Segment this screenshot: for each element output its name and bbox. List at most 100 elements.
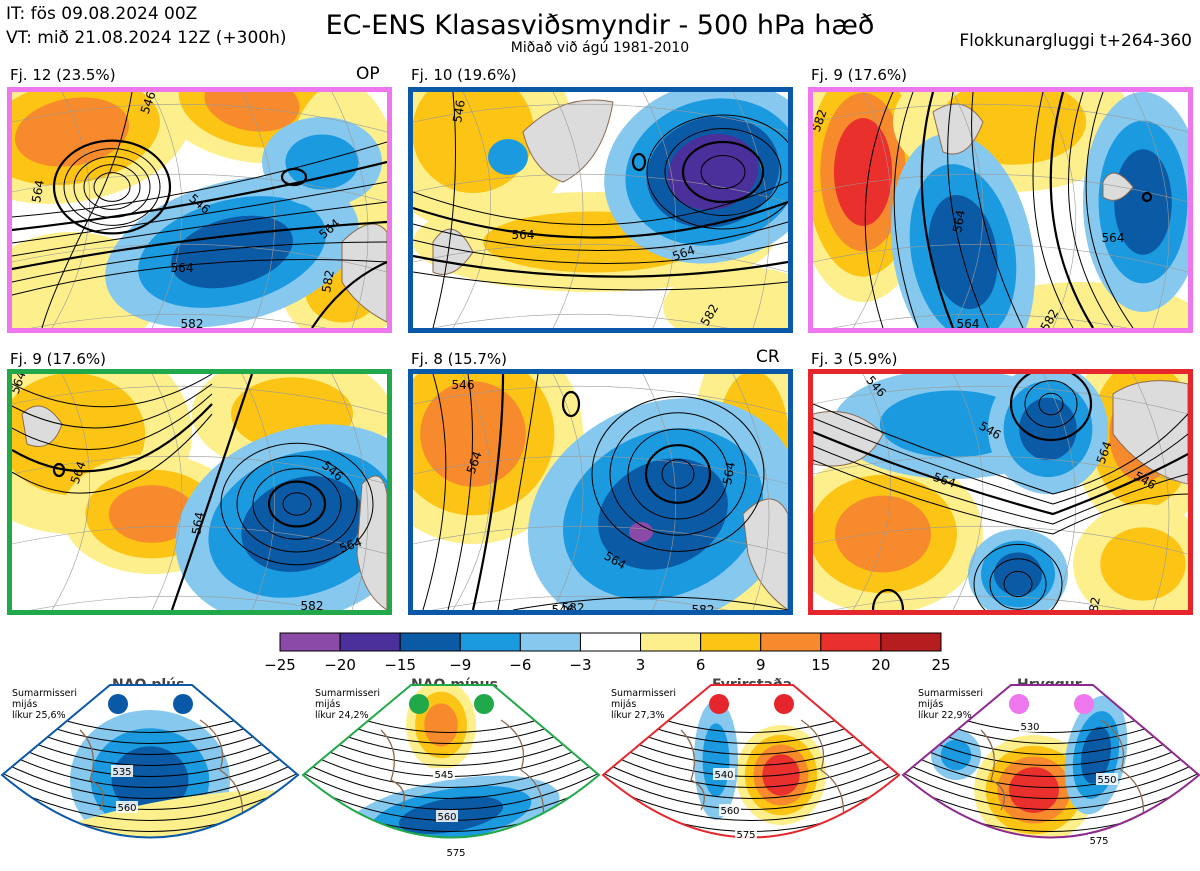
contour-flow — [813, 459, 1188, 535]
cold-core — [629, 522, 653, 542]
regime-contour — [303, 755, 599, 799]
contour-546 — [280, 167, 308, 187]
regime-nao-minus-note: Sumarmisseri mijás líkur 24,2% — [315, 688, 381, 721]
regime-contour-label-575: 575 — [446, 848, 465, 859]
colorbar-tick: 25 — [931, 656, 950, 674]
cluster-5-label: Fj. 8 (15.7%) — [411, 350, 507, 368]
colorbar-swatch — [279, 632, 341, 652]
cluster-4-map: 564 564 546 564 564 582 — [7, 369, 392, 615]
regime-dot — [774, 694, 794, 714]
colorbar-tick: −9 — [449, 656, 471, 674]
warm-n-lvl2 — [204, 92, 300, 132]
contour-flow — [12, 201, 387, 257]
warm-se-lvl1 — [1100, 527, 1186, 601]
contour-low — [644, 444, 712, 504]
contour-w — [432, 92, 456, 328]
contour-flow — [12, 181, 387, 244]
contour-low — [661, 459, 695, 489]
contour-flow — [413, 254, 788, 278]
contour-w — [12, 374, 213, 408]
contour-w — [12, 393, 213, 450]
contour-low — [591, 396, 765, 552]
contour-flow — [413, 200, 788, 239]
contour-label-564: 564 — [720, 461, 738, 486]
regime-contour — [903, 744, 1199, 788]
cold-n-lvl2 — [111, 746, 189, 814]
contour-label-582: 582 — [319, 269, 337, 294]
colorbar-tick: −25 — [264, 656, 296, 674]
regime-outline — [301, 684, 601, 839]
contour-trough — [1032, 92, 1074, 328]
colorbar-tick: −6 — [509, 656, 531, 674]
colorbar-swatch — [820, 632, 882, 652]
contour-ring — [561, 390, 581, 418]
colorbar-tick: 3 — [636, 656, 646, 674]
contour-label-582: 582 — [301, 599, 324, 610]
cluster-6-label: Fj. 3 (5.9%) — [811, 350, 898, 368]
contour-w — [471, 374, 505, 610]
contour-low — [236, 455, 358, 553]
regime-contour-label-535: 535 — [112, 767, 131, 778]
contour-flow — [12, 160, 387, 232]
contour-low — [609, 412, 747, 536]
regime-contour-label-560: 560 — [117, 803, 136, 814]
contour-ridge — [971, 92, 1024, 328]
contour-w — [41, 92, 133, 328]
colorbar-swatch — [760, 632, 822, 652]
regime-contour — [2, 733, 298, 777]
cluster-3-map: 582 564 564 564 582 — [808, 87, 1193, 333]
contour-label-564: 564 — [1102, 231, 1125, 245]
cluster-5-tag: CR — [756, 347, 780, 367]
regime-contour-label-540: 540 — [714, 770, 733, 781]
regime-blocking-note: Sumarmisseri mijás líkur 27,3% — [611, 688, 677, 721]
cluster-window: Flokkunargluggi t+264-360 — [959, 31, 1192, 51]
contour-low — [282, 492, 312, 516]
contour-sw — [871, 588, 905, 610]
contour-flow — [813, 403, 1188, 495]
regime-contour-label-560: 560 — [720, 806, 739, 817]
init-time: IT: fös 09.08.2024 00Z — [6, 4, 198, 24]
regime-contour — [903, 755, 1199, 799]
contour-flow — [12, 220, 387, 271]
regime-dot — [108, 694, 128, 714]
contour-flow — [413, 221, 788, 251]
contour-low-s — [973, 543, 1063, 610]
cluster-3-label: Fj. 9 (17.6%) — [811, 66, 907, 84]
regime-contour — [2, 766, 298, 810]
contour-flow — [813, 430, 1188, 516]
page-subtitle: Miðað við ágú 1981-2010 — [510, 40, 690, 56]
contour-w — [497, 374, 539, 610]
contour-low — [664, 128, 782, 216]
contour-low — [220, 442, 374, 566]
contour-flow — [413, 271, 788, 291]
regime-dot — [474, 694, 494, 714]
contour-ridge — [893, 92, 919, 328]
regime-contour — [303, 766, 599, 810]
contour-low-n — [1024, 380, 1078, 428]
contour-low — [646, 114, 788, 230]
contour-w — [12, 383, 213, 429]
cold-e-lvl2 — [1114, 149, 1172, 255]
colorbar-tick: 15 — [811, 656, 830, 674]
colorbar-swatch — [640, 632, 702, 652]
cold-w-lvl1 — [940, 739, 972, 771]
cold-c-lvl2 — [598, 458, 728, 570]
contour-label-564: 564 — [171, 261, 194, 275]
cold-w-lvl0 — [488, 139, 528, 175]
contour-low — [700, 155, 746, 189]
land-greenland — [522, 99, 614, 183]
regime-contour-label-575: 575 — [736, 830, 755, 841]
contour-flow — [813, 417, 1188, 505]
contour-label-546: 546 — [450, 99, 468, 124]
regime-contour-label-550: 550 — [1097, 775, 1116, 786]
warm-se-lvl0 — [663, 267, 788, 328]
valid-time: VT: mið 21.08.2024 12Z (+300h) — [6, 28, 287, 48]
contour-flow — [813, 445, 1188, 525]
contour-low-s — [1003, 570, 1033, 598]
regime-nao-plus-note: Sumarmisseri mijás líkur 25,6% — [12, 688, 78, 721]
cluster-2-label: Fj. 10 (19.6%) — [411, 66, 517, 84]
contour-label-564: 564 — [189, 511, 207, 536]
